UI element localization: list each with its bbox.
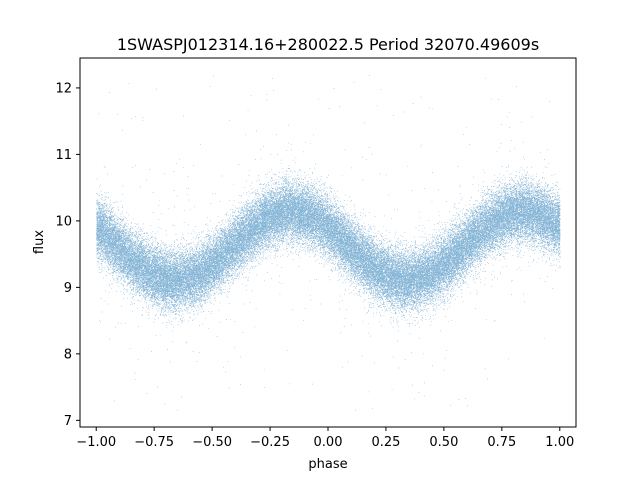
scatter-points: [96, 75, 561, 411]
y-tick-label: 8: [64, 347, 72, 362]
y-tick-label: 7: [64, 414, 72, 429]
x-tick-label: −0.75: [134, 435, 174, 450]
x-tick-label: −0.25: [250, 435, 290, 450]
x-tick-label: −0.50: [192, 435, 232, 450]
y-axis: 7 8 9 10 11 12: [55, 81, 80, 429]
x-tick-label: 0.50: [429, 435, 458, 450]
y-tick-label: 9: [64, 281, 72, 296]
y-tick-label: 12: [55, 81, 72, 96]
x-tick-label: 1.00: [545, 435, 574, 450]
x-tick-label: −1.00: [76, 435, 116, 450]
y-tick-label: 10: [55, 214, 72, 229]
x-tick-label: 0.00: [314, 435, 343, 450]
y-axis-label: flux: [32, 230, 47, 254]
x-axis-label: phase: [308, 457, 347, 472]
scatter-point-cloud: [96, 75, 561, 411]
chart-title: 1SWASPJ012314.16+280022.5 Period 32070.4…: [117, 35, 539, 54]
y-tick-label: 11: [55, 148, 72, 163]
x-tick-label: 0.25: [371, 435, 400, 450]
x-tick-label: 0.75: [487, 435, 516, 450]
x-axis: −1.00 −0.75 −0.50 −0.25 0.00 0.25 0.50 0.75 1.00: [76, 427, 574, 450]
